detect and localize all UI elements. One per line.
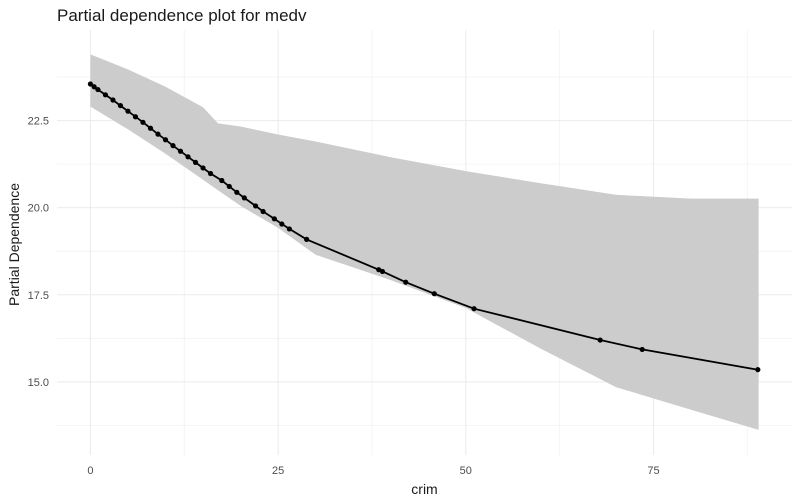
data-point [639, 346, 645, 353]
y-tick-label: 15.0 [28, 377, 49, 389]
data-point [162, 137, 169, 143]
data-point [471, 306, 477, 312]
y-tick-label: 22.5 [28, 116, 49, 128]
data-point [260, 208, 266, 215]
data-point [132, 114, 139, 120]
data-point [200, 165, 206, 171]
data-point [185, 154, 191, 160]
data-point [219, 177, 225, 184]
data-point [192, 159, 199, 165]
data-point [403, 279, 409, 285]
data-point [170, 143, 176, 149]
y-axis-title: Partial Dependence [6, 183, 22, 306]
data-point [177, 148, 184, 154]
data-point [304, 236, 310, 242]
data-point [226, 183, 232, 190]
data-point [252, 203, 259, 209]
data-point [155, 131, 161, 137]
y-tick-label: 17.5 [28, 290, 49, 302]
data-point [379, 268, 386, 275]
data-point [597, 337, 603, 343]
chart-title: Partial dependence plot for medv [57, 6, 307, 25]
x-axis-title: crim [411, 481, 437, 497]
data-point [755, 367, 761, 373]
data-point [102, 92, 109, 98]
data-point [87, 81, 94, 87]
data-point [91, 84, 97, 90]
data-point [125, 108, 131, 114]
data-point [110, 97, 116, 103]
x-tick-label: 75 [647, 465, 659, 477]
data-point [431, 291, 437, 297]
data-point [279, 221, 285, 227]
data-point [147, 125, 154, 131]
data-point [207, 170, 214, 177]
axis-ticks: 0 25 50 75 15.0 17.5 20.0 22.5 [28, 116, 660, 477]
x-tick-label: 0 [87, 465, 93, 477]
x-tick-label: 25 [272, 465, 284, 477]
data-point [286, 226, 292, 232]
y-tick-label: 20.0 [28, 203, 49, 215]
data-point [241, 195, 247, 201]
data-point [271, 216, 277, 222]
data-point [140, 119, 146, 125]
data-point [234, 189, 240, 195]
x-tick-label: 50 [460, 465, 472, 477]
data-point [117, 102, 124, 109]
confidence-band [90, 54, 759, 430]
data-points [87, 81, 761, 373]
data-point [95, 86, 101, 93]
